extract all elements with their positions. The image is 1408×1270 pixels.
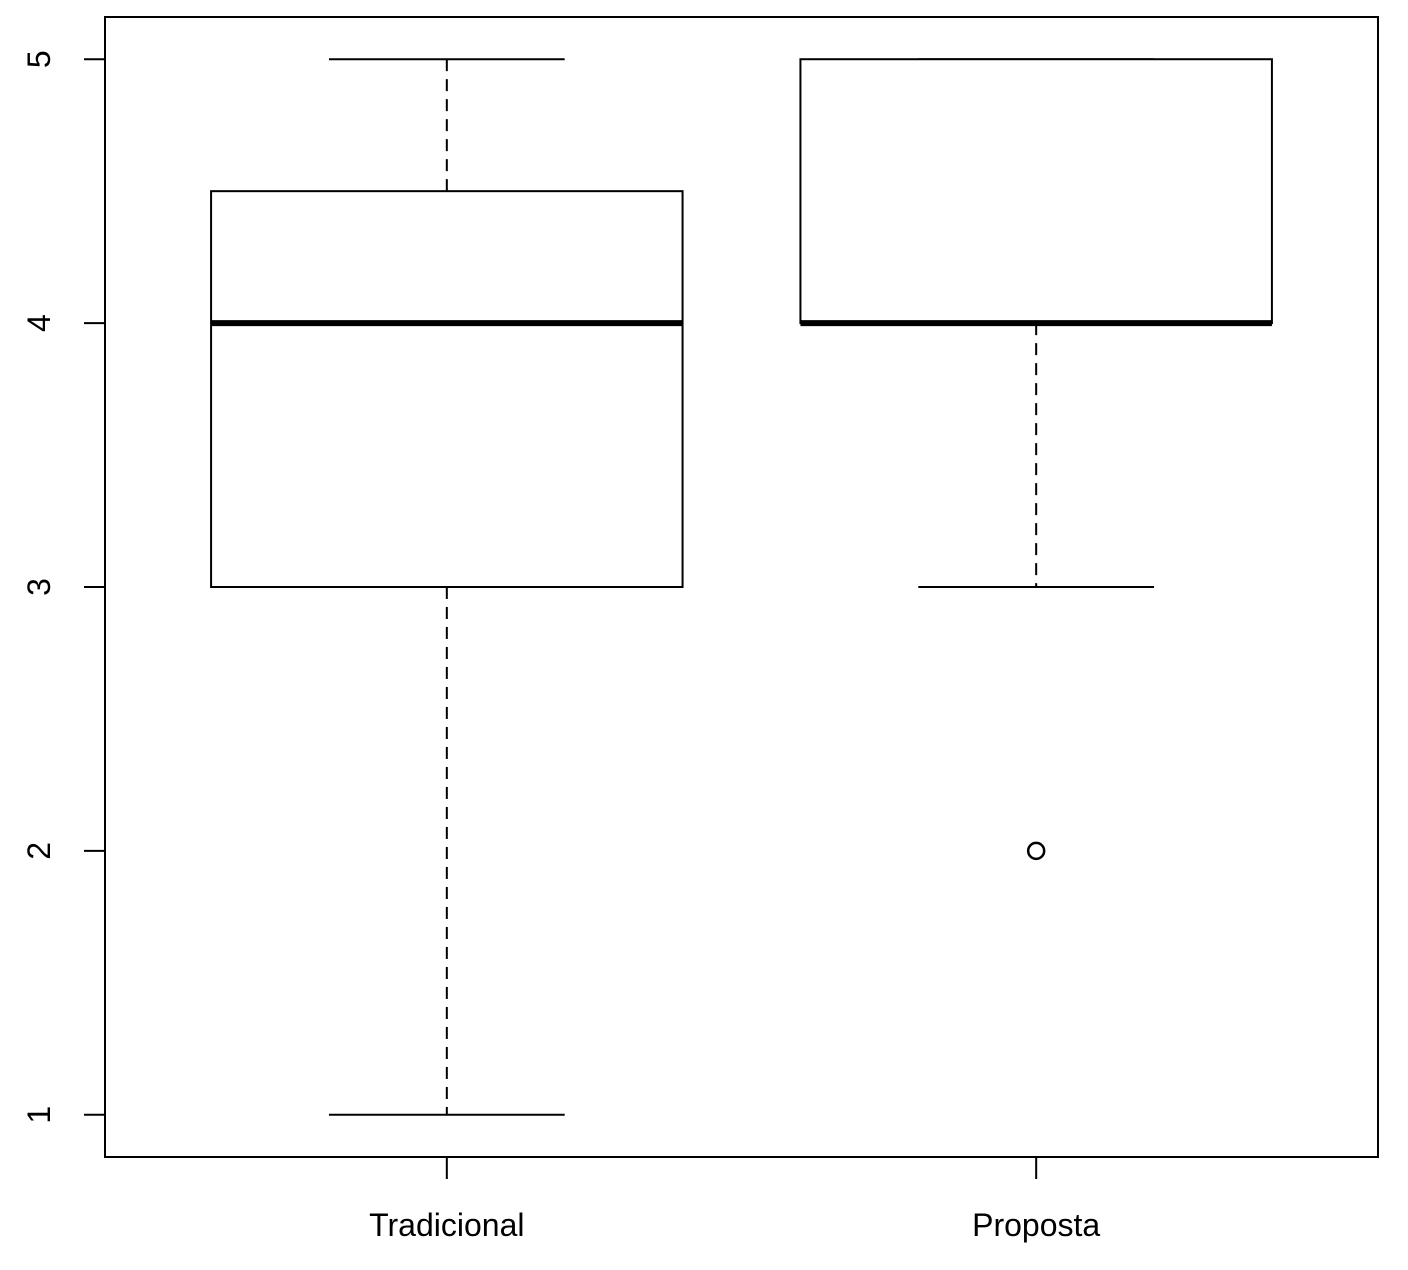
x-axis: Tradicional Proposta — [369, 1157, 1100, 1243]
y-tick-label: 5 — [21, 50, 57, 68]
boxes — [210, 58, 1273, 1116]
box-tradicional — [210, 58, 684, 1116]
y-tick-label: 4 — [21, 314, 57, 332]
iqr-box — [799, 58, 1273, 325]
y-axis: 1 2 3 4 5 — [21, 50, 106, 1124]
x-tick-label: Tradicional — [369, 1207, 524, 1243]
x-tick-label: Proposta — [972, 1207, 1100, 1243]
outlier-point — [1026, 841, 1046, 861]
y-tick-label: 1 — [21, 1106, 57, 1124]
iqr-box — [210, 190, 684, 589]
y-tick-label: 2 — [21, 842, 57, 860]
box-proposta — [799, 58, 1273, 861]
y-tick-label: 3 — [21, 578, 57, 596]
